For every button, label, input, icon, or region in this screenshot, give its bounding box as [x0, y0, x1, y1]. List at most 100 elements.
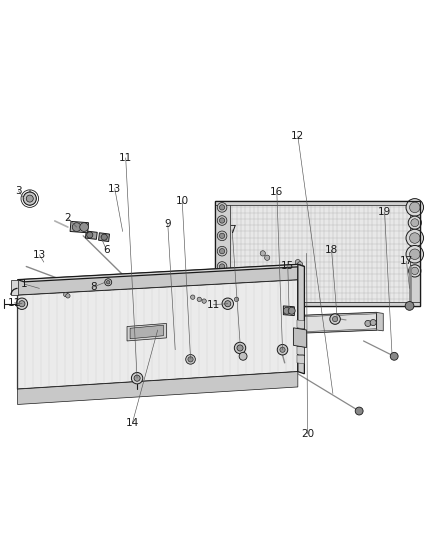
- Text: 8: 8: [90, 282, 97, 292]
- Circle shape: [197, 297, 201, 302]
- Text: 20: 20: [301, 429, 314, 439]
- Circle shape: [355, 407, 363, 415]
- Circle shape: [219, 218, 225, 223]
- Circle shape: [219, 278, 225, 284]
- Circle shape: [365, 320, 371, 327]
- Polygon shape: [85, 231, 97, 239]
- Circle shape: [280, 347, 285, 352]
- Circle shape: [217, 231, 227, 241]
- Polygon shape: [215, 201, 420, 306]
- Circle shape: [265, 255, 270, 260]
- Circle shape: [101, 234, 107, 240]
- Circle shape: [104, 331, 110, 337]
- Circle shape: [225, 301, 231, 307]
- Circle shape: [131, 373, 143, 384]
- Polygon shape: [297, 320, 304, 329]
- Polygon shape: [293, 328, 307, 348]
- Circle shape: [80, 223, 88, 231]
- Circle shape: [217, 262, 227, 271]
- Circle shape: [390, 352, 398, 360]
- Circle shape: [283, 307, 290, 314]
- Circle shape: [105, 279, 112, 286]
- Polygon shape: [377, 312, 383, 331]
- Polygon shape: [130, 325, 163, 339]
- Circle shape: [411, 219, 419, 227]
- Polygon shape: [18, 280, 298, 389]
- Circle shape: [64, 292, 68, 297]
- Circle shape: [237, 345, 243, 351]
- Circle shape: [217, 289, 227, 299]
- Polygon shape: [101, 312, 377, 341]
- Ellipse shape: [171, 320, 258, 333]
- Polygon shape: [101, 329, 377, 341]
- Text: 15: 15: [281, 261, 294, 271]
- Circle shape: [410, 202, 420, 213]
- Text: 9: 9: [164, 219, 171, 229]
- Text: 7: 7: [229, 225, 236, 235]
- Circle shape: [297, 262, 303, 267]
- Circle shape: [260, 251, 265, 256]
- Circle shape: [219, 292, 225, 297]
- Text: 6: 6: [103, 245, 110, 255]
- Polygon shape: [283, 306, 294, 316]
- Circle shape: [277, 344, 288, 355]
- Text: 10: 10: [176, 196, 189, 206]
- Circle shape: [219, 248, 225, 254]
- Polygon shape: [215, 201, 420, 205]
- Polygon shape: [215, 302, 420, 306]
- Polygon shape: [297, 346, 304, 355]
- Circle shape: [202, 299, 206, 303]
- Polygon shape: [18, 372, 298, 405]
- Circle shape: [16, 298, 28, 310]
- Circle shape: [405, 302, 414, 310]
- Text: 11: 11: [119, 153, 132, 163]
- Circle shape: [72, 223, 81, 231]
- Circle shape: [186, 354, 195, 364]
- Polygon shape: [215, 201, 230, 306]
- Circle shape: [134, 375, 140, 381]
- Circle shape: [191, 295, 195, 300]
- Circle shape: [408, 216, 421, 229]
- Circle shape: [222, 298, 233, 310]
- Polygon shape: [18, 264, 304, 282]
- Circle shape: [406, 229, 424, 247]
- Circle shape: [288, 307, 295, 314]
- Polygon shape: [127, 324, 166, 341]
- Circle shape: [219, 205, 225, 210]
- Polygon shape: [410, 201, 420, 306]
- Circle shape: [370, 319, 376, 326]
- Circle shape: [19, 301, 25, 307]
- Circle shape: [66, 294, 70, 298]
- Text: 16: 16: [270, 187, 283, 197]
- Text: 12: 12: [291, 131, 304, 141]
- Circle shape: [234, 297, 239, 302]
- Ellipse shape: [177, 322, 252, 330]
- Polygon shape: [297, 337, 304, 346]
- Polygon shape: [298, 264, 304, 374]
- Text: 11: 11: [8, 298, 21, 308]
- Circle shape: [411, 267, 418, 274]
- Circle shape: [23, 192, 36, 205]
- Circle shape: [406, 199, 424, 216]
- Circle shape: [219, 264, 225, 269]
- Polygon shape: [99, 233, 110, 241]
- Circle shape: [239, 352, 247, 360]
- Circle shape: [217, 216, 227, 225]
- Text: 2: 2: [64, 213, 71, 223]
- Text: 17: 17: [400, 256, 413, 266]
- Polygon shape: [297, 355, 304, 364]
- Text: 13: 13: [108, 183, 121, 193]
- Polygon shape: [70, 221, 88, 233]
- Text: 1: 1: [21, 279, 28, 289]
- Circle shape: [410, 233, 420, 243]
- Text: 13: 13: [33, 249, 46, 260]
- Circle shape: [110, 330, 116, 336]
- Circle shape: [332, 317, 338, 322]
- Text: 11: 11: [207, 300, 220, 310]
- Circle shape: [295, 260, 300, 265]
- Text: 3: 3: [15, 185, 22, 196]
- Text: 18: 18: [325, 245, 338, 255]
- Polygon shape: [297, 329, 304, 337]
- Circle shape: [106, 280, 110, 284]
- Circle shape: [26, 195, 33, 202]
